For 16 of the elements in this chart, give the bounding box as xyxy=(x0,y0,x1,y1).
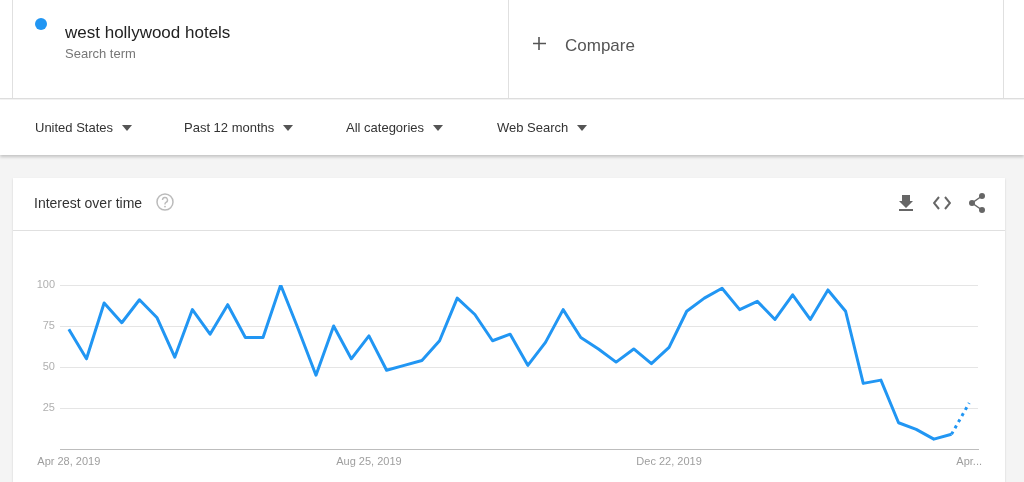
text: Past 12 months xyxy=(184,120,275,135)
x-tick-label: Apr... xyxy=(956,454,983,467)
text: Search term xyxy=(65,46,136,61)
text: All categories xyxy=(346,120,425,135)
y-tick-label: 25 xyxy=(42,401,55,414)
x-tick-label: Dec 22, 2019 xyxy=(636,454,702,467)
text: Web Search xyxy=(497,120,569,135)
y-tick-label: 75 xyxy=(42,319,55,332)
y-tick-label: 50 xyxy=(42,360,55,373)
legend-label: west hollywood hotels xyxy=(65,23,231,43)
y-tick-label: 100 xyxy=(36,278,55,291)
x-tick-label: Aug 25, 2019 xyxy=(336,454,402,467)
text: Compare xyxy=(565,36,635,56)
x-tick-label: Apr 28, 2019 xyxy=(37,454,101,467)
text: United States xyxy=(35,120,114,135)
chart-title: Interest over time xyxy=(34,195,143,211)
